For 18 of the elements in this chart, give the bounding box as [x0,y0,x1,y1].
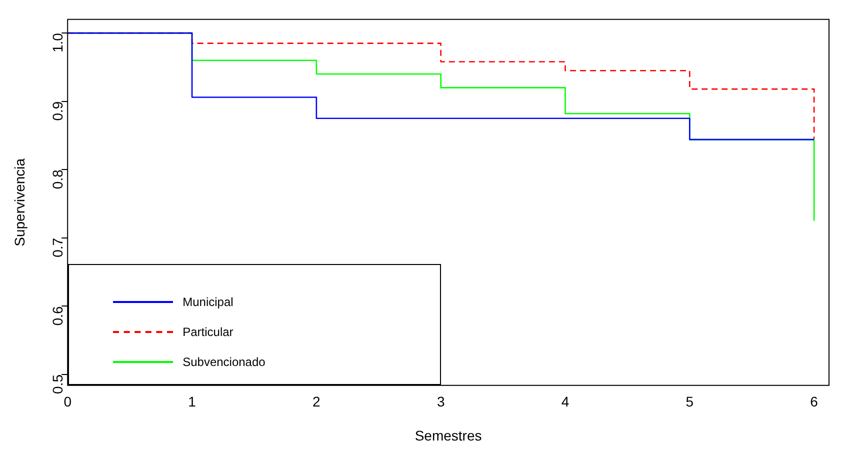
y-tick-label: 0.9 [49,101,66,121]
y-tick-label: 1.0 [49,32,66,53]
legend-label: Subvencionado [182,355,266,370]
x-tick-label: 3 [436,394,445,410]
x-tick-label: 6 [810,394,818,410]
y-tick-label: 0.5 [49,374,66,394]
x-tick-label: 2 [312,394,321,410]
x-tick-label: 4 [561,394,570,410]
y-tick-label: 0.7 [49,238,66,258]
y-axis-title: Supervivencia [11,158,28,246]
x-tick-label: 0 [64,394,72,410]
y-tick-label: 0.6 [49,306,66,326]
x-axis-title: Semestres [414,427,482,444]
x-tick-label: 1 [188,394,196,410]
legend-label: Particular [182,325,234,340]
y-tick-label: 0.8 [49,169,66,190]
legend-label: Municipal [182,295,234,310]
x-tick-label: 5 [686,394,694,410]
